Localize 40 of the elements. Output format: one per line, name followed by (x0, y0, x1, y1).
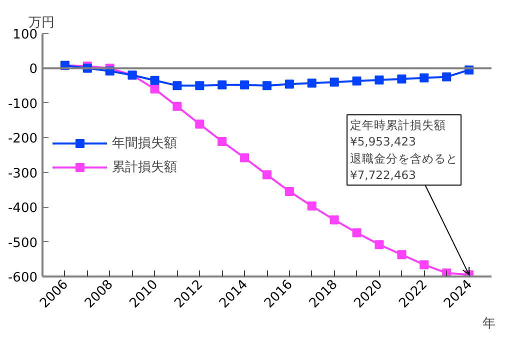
point (284, 80, 294, 89)
y-tick-label: 100 (12, 28, 38, 42)
point (172, 81, 182, 90)
point (442, 72, 452, 82)
y-tick-label: -100 (8, 96, 38, 112)
point (262, 81, 272, 90)
y-axis-title: 万円 (28, 16, 54, 30)
y-tick-label: 0 (29, 62, 38, 78)
y-tick-label: -400 (8, 201, 38, 216)
legend-label: 年間損失額 (112, 134, 177, 152)
point (420, 73, 429, 82)
point (172, 102, 182, 111)
point (284, 186, 294, 196)
point (420, 260, 429, 270)
y-tick-label: -600 (8, 270, 38, 286)
x-axis-title: 年 (482, 316, 496, 332)
point (195, 81, 204, 90)
point (150, 76, 160, 85)
point (352, 228, 362, 238)
y-tick-label: -200 (8, 132, 38, 147)
annotation: 定年時累計損失額 ¥5,953,423 退職金分を含めると ¥7,722,463 (350, 118, 458, 182)
point (397, 250, 406, 260)
point (262, 170, 272, 180)
point (330, 78, 339, 87)
point (150, 84, 160, 94)
point (240, 153, 250, 162)
point (307, 78, 316, 88)
point (218, 136, 227, 146)
point (195, 120, 204, 129)
point (307, 202, 316, 211)
point (374, 76, 384, 85)
point (352, 76, 362, 86)
legend-label: 累計損失額 (112, 158, 177, 176)
y-tick-label: -500 (8, 236, 38, 251)
point (374, 240, 384, 250)
point (218, 80, 227, 90)
point (240, 80, 250, 90)
point (397, 74, 406, 84)
point (330, 215, 339, 224)
y-tick-label: -300 (8, 166, 38, 182)
